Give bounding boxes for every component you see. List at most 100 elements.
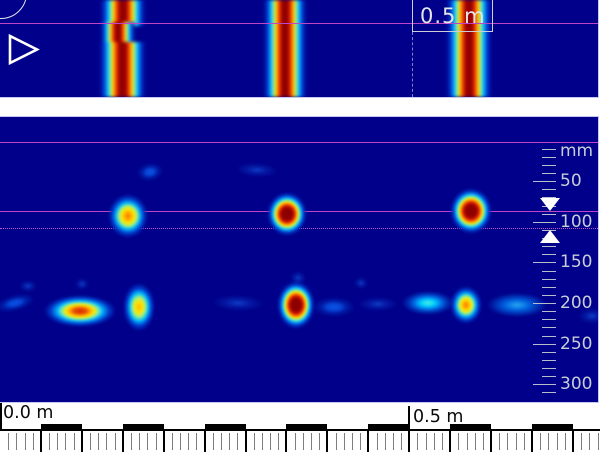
ruler-tick-minor — [376, 433, 378, 450]
depth-tick-minor — [542, 197, 556, 199]
ruler-tick-minor — [507, 433, 509, 450]
depth-tick-major — [533, 262, 556, 264]
depth-tick-major — [533, 181, 556, 183]
depth-tick-minor — [542, 246, 556, 248]
ruler-tick-minor — [106, 433, 108, 450]
depth-tick-minor — [542, 359, 556, 361]
ruler-tick-minor — [294, 433, 296, 450]
ruler-tick-minor — [466, 433, 468, 450]
scan-reflection-blob — [235, 161, 279, 179]
ruler-tick-minor — [302, 433, 304, 450]
depth-tick-minor — [542, 286, 556, 288]
ruler-tick-minor — [8, 433, 10, 450]
depth-tick-minor — [542, 164, 556, 166]
depth-tick-minor — [542, 173, 556, 174]
ruler-tick-major — [367, 431, 370, 452]
ruler-tick-major — [121, 431, 124, 452]
ruler-tick-minor — [229, 433, 231, 450]
ruler-tick-minor — [523, 433, 525, 450]
distance-marker-label: 0.5 m — [420, 4, 486, 28]
ruler-tick-major — [80, 431, 83, 452]
depth-marker-line — [0, 142, 598, 143]
plan-view-panel: 0.5 m — [0, 0, 599, 98]
ruler-tick-major — [490, 431, 493, 452]
ruler-tick-major — [408, 431, 411, 452]
scan-reflection-blob — [267, 192, 307, 236]
ruler-tick-minor — [335, 433, 337, 450]
scan-stripe-3 — [446, 0, 492, 97]
scan-stripe-1 — [100, 0, 146, 26]
depth-tick-minor — [542, 254, 556, 256]
depth-cursor-down-icon[interactable] — [540, 198, 560, 211]
scan-direction-play-icon[interactable] — [6, 32, 42, 68]
ruler-tick-minor — [311, 433, 313, 450]
ruler-tick-minor — [351, 433, 353, 450]
depth-tick-major — [533, 303, 556, 304]
scan-reflection-blob — [75, 278, 89, 290]
ruler-tick-minor — [482, 433, 484, 450]
ruler-tick-minor — [130, 433, 132, 450]
ruler-tick-minor — [433, 433, 435, 450]
depth-tick-label: 250 — [560, 333, 593, 354]
depth-tick-label: 300 — [560, 374, 593, 395]
ruler-tick-minor — [220, 433, 222, 450]
ruler-baseline — [0, 429, 600, 431]
depth-tick-minor — [542, 376, 556, 378]
ruler-tick-minor — [32, 433, 34, 450]
ruler-black-segment — [532, 424, 573, 429]
depth-tick-minor — [542, 294, 556, 296]
ruler-tick-minor — [360, 433, 362, 450]
ruler-tick-minor — [261, 433, 263, 450]
ruler-tick-minor — [114, 433, 116, 450]
scan-stripe-2 — [263, 0, 307, 97]
ruler-tick-major — [326, 431, 329, 452]
ruler-tick-minor — [196, 433, 198, 450]
ruler-tick-minor — [65, 433, 67, 450]
ruler-start-label: 0.0 m — [3, 403, 54, 423]
ruler-tick-minor — [278, 433, 280, 450]
ruler-black-segment — [204, 424, 246, 429]
ruler-tick-minor — [384, 433, 386, 450]
depth-tick-minor — [542, 270, 556, 272]
depth-unit-label: mm — [560, 141, 594, 161]
ruler-tick-minor — [548, 433, 550, 450]
ruler-tick-minor — [180, 433, 182, 450]
ruler-tick-minor — [188, 433, 190, 450]
depth-cursor-up-icon[interactable] — [540, 230, 560, 243]
depth-view-panel: mm 50 100 150 200 250 300 — [0, 116, 599, 403]
scan-reflection-blob — [487, 293, 547, 317]
ruler-tick-minor — [98, 433, 100, 450]
ruler-tick-minor — [57, 433, 59, 450]
ruler-tick-minor — [564, 433, 566, 450]
scan-reflection-blob — [0, 290, 37, 316]
ruler-black-segment — [286, 424, 328, 429]
ruler-tick-major — [244, 431, 247, 452]
ruler-tick-minor — [392, 433, 394, 450]
depth-tick-label: 50 — [560, 171, 582, 192]
scan-stripe-1 — [100, 22, 136, 44]
ruler-tick-minor — [139, 433, 141, 450]
depth-tick-label: 200 — [560, 293, 593, 313]
ruler-zero-mark — [0, 403, 2, 430]
ruler-black-segment — [450, 424, 492, 429]
ruler-tick-minor — [581, 433, 583, 450]
ruler-tick-minor — [16, 433, 18, 450]
ruler-tick-minor — [90, 433, 92, 450]
depth-tick-minor — [542, 392, 556, 394]
depth-scan-blobs — [0, 117, 598, 402]
scan-reflection-blob — [313, 297, 355, 317]
ruler-tick-minor — [556, 433, 558, 450]
ruler-tick-minor — [343, 433, 345, 450]
depth-tick-minor — [542, 189, 556, 191]
depth-tick-minor — [542, 351, 556, 353]
ruler-mid-label: 0.5 m — [413, 407, 464, 427]
scan-reflection-blob — [354, 277, 368, 289]
scan-reflection-blob — [135, 160, 165, 184]
ruler-tick-minor — [589, 433, 591, 450]
ruler-tick-minor — [253, 433, 255, 450]
ruler-tick-minor — [597, 433, 599, 450]
scan-reflection-blob — [123, 283, 155, 331]
ruler-tick-major — [39, 431, 42, 452]
ruler-tick-minor — [515, 433, 517, 450]
